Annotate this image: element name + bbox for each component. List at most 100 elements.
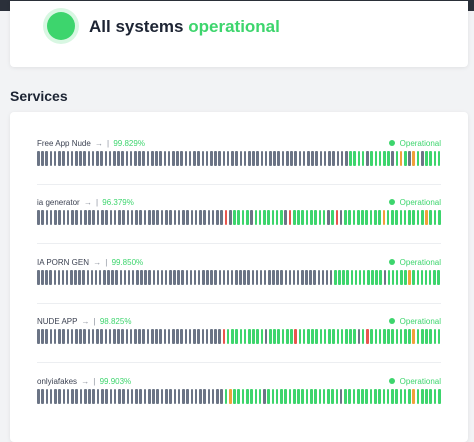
uptime-bar[interactable] (152, 389, 155, 404)
uptime-bar[interactable] (271, 210, 275, 225)
uptime-bar[interactable] (346, 270, 349, 285)
uptime-bar[interactable] (71, 389, 74, 404)
uptime-bar[interactable] (302, 151, 306, 166)
uptime-bar[interactable] (226, 329, 230, 344)
uptime-bar[interactable] (37, 270, 40, 285)
uptime-bar[interactable] (235, 329, 238, 344)
uptime-bar[interactable] (70, 270, 73, 285)
uptime-bar[interactable] (211, 210, 215, 225)
uptime-bar[interactable] (256, 151, 259, 166)
uptime-bar[interactable] (75, 389, 78, 404)
uptime-bar[interactable] (302, 329, 306, 344)
uptime-bar[interactable] (357, 329, 361, 344)
uptime-bar[interactable] (83, 151, 86, 166)
uptime-bar[interactable] (319, 329, 323, 344)
uptime-bar[interactable] (121, 329, 124, 344)
uptime-bar[interactable] (185, 270, 189, 285)
uptime-bar[interactable] (365, 389, 369, 404)
uptime-bar[interactable] (344, 151, 348, 166)
uptime-bar[interactable] (115, 270, 118, 285)
uptime-bar[interactable] (331, 210, 334, 225)
uptime-bar[interactable] (54, 210, 57, 225)
uptime-bar[interactable] (211, 389, 215, 404)
uptime-bar[interactable] (156, 270, 160, 285)
uptime-bar[interactable] (313, 270, 316, 285)
uptime-bar[interactable] (247, 270, 250, 285)
uptime-bar[interactable] (433, 210, 437, 225)
uptime-bar[interactable] (280, 389, 283, 404)
uptime-bar[interactable] (268, 270, 271, 285)
uptime-bar[interactable] (113, 210, 117, 225)
uptime-bar[interactable] (277, 151, 281, 166)
uptime-bar[interactable] (250, 210, 253, 225)
uptime-bar[interactable] (177, 210, 181, 225)
uptime-bar[interactable] (41, 151, 44, 166)
uptime-bar[interactable] (310, 210, 313, 225)
uptime-bar[interactable] (87, 151, 91, 166)
uptime-bar[interactable] (247, 151, 251, 166)
uptime-bar[interactable] (83, 389, 87, 404)
uptime-bar[interactable] (404, 151, 407, 166)
uptime-bar[interactable] (193, 270, 197, 285)
uptime-bar[interactable] (144, 270, 147, 285)
uptime-bar[interactable] (349, 151, 352, 166)
uptime-bar[interactable] (369, 389, 373, 404)
uptime-bar[interactable] (57, 270, 61, 285)
uptime-bar[interactable] (315, 151, 319, 166)
uptime-bar[interactable] (391, 270, 395, 285)
uptime-bar[interactable] (169, 210, 172, 225)
uptime-bar[interactable] (288, 389, 292, 404)
uptime-bar[interactable] (74, 151, 78, 166)
uptime-bar[interactable] (348, 210, 351, 225)
uptime-bar[interactable] (126, 389, 130, 404)
uptime-bar[interactable] (100, 329, 103, 344)
arrow-right-icon[interactable]: → (95, 139, 104, 148)
uptime-bar[interactable] (311, 151, 314, 166)
uptime-bar[interactable] (361, 389, 364, 404)
uptime-bar[interactable] (62, 389, 66, 404)
uptime-bar[interactable] (194, 210, 198, 225)
uptime-bar[interactable] (122, 389, 125, 404)
uptime-bar[interactable] (301, 270, 304, 285)
uptime-bar[interactable] (226, 151, 230, 166)
uptime-bar[interactable] (425, 389, 428, 404)
uptime-bar[interactable] (290, 151, 293, 166)
uptime-bar[interactable] (218, 329, 221, 344)
uptime-bar[interactable] (314, 210, 317, 225)
uptime-bar[interactable] (237, 210, 241, 225)
uptime-bar[interactable] (199, 210, 202, 225)
uptime-bar[interactable] (53, 270, 57, 285)
uptime-bar[interactable] (117, 329, 120, 344)
uptime-bar[interactable] (66, 329, 70, 344)
uptime-bar[interactable] (395, 270, 399, 285)
uptime-bar[interactable] (252, 151, 255, 166)
uptime-bar[interactable] (108, 329, 112, 344)
uptime-bar[interactable] (92, 210, 96, 225)
uptime-bar[interactable] (134, 151, 137, 166)
uptime-bar[interactable] (126, 210, 130, 225)
uptime-bar[interactable] (237, 389, 241, 404)
uptime-bar[interactable] (307, 329, 310, 344)
uptime-bar[interactable] (374, 329, 378, 344)
uptime-bar[interactable] (218, 270, 222, 285)
uptime-bar[interactable] (155, 151, 158, 166)
uptime-bar[interactable] (41, 270, 44, 285)
uptime-bar[interactable] (131, 270, 135, 285)
uptime-bar[interactable] (134, 329, 137, 344)
uptime-bar[interactable] (378, 151, 382, 166)
uptime-bar[interactable] (243, 151, 247, 166)
uptime-bar[interactable] (275, 210, 279, 225)
uptime-bar[interactable] (269, 329, 272, 344)
uptime-bar[interactable] (395, 151, 399, 166)
uptime-bar[interactable] (220, 389, 224, 404)
uptime-bar[interactable] (155, 329, 158, 344)
uptime-bar[interactable] (41, 389, 44, 404)
uptime-bar[interactable] (356, 210, 360, 225)
uptime-bar[interactable] (159, 151, 162, 166)
uptime-bar[interactable] (62, 151, 65, 166)
uptime-bar[interactable] (318, 210, 322, 225)
uptime-bar[interactable] (88, 210, 91, 225)
uptime-bar[interactable] (172, 151, 175, 166)
uptime-bar[interactable] (100, 210, 104, 225)
uptime-bar[interactable] (315, 329, 319, 344)
